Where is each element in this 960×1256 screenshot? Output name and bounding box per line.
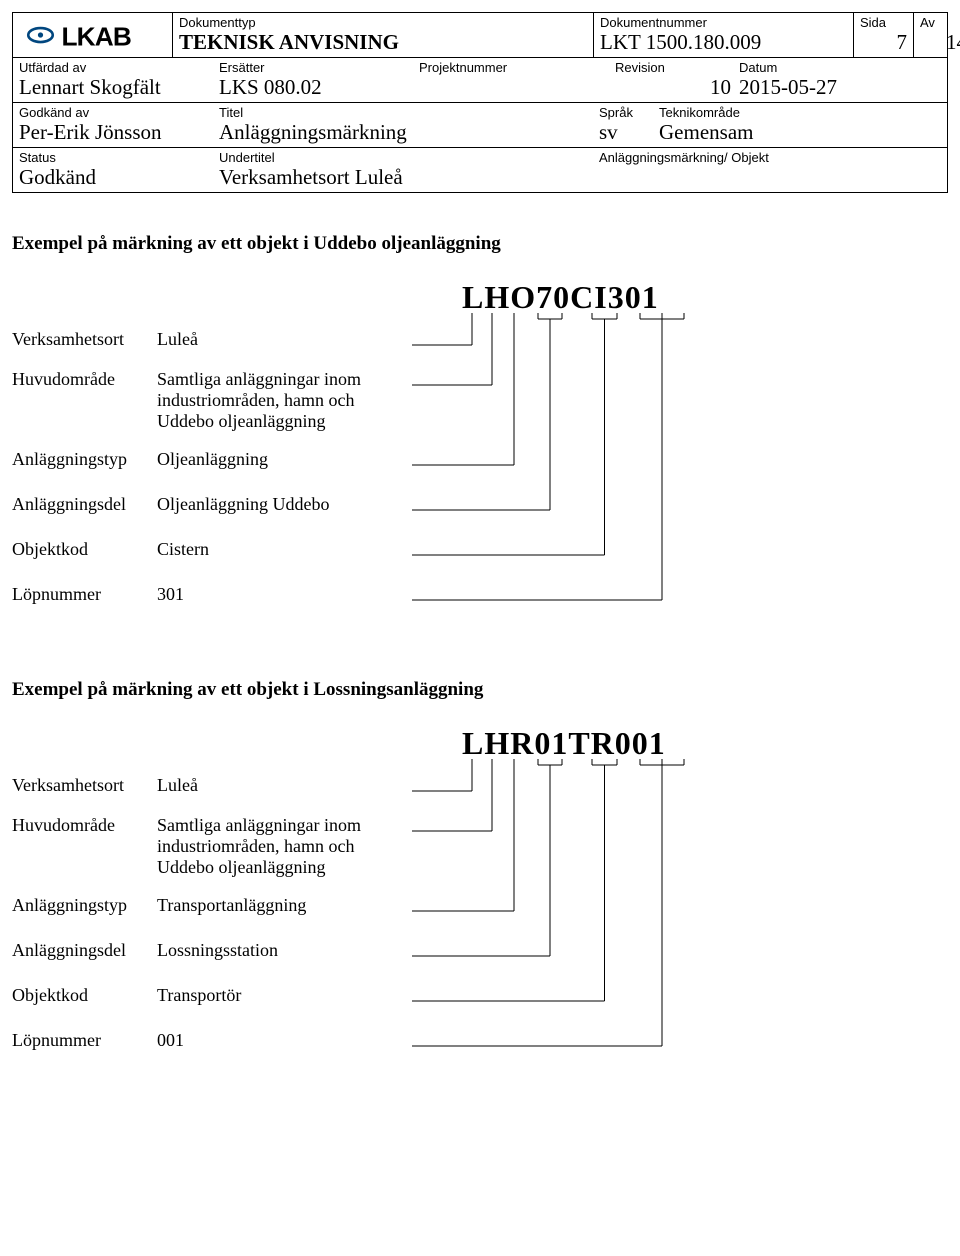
dokumenttyp-label: Dokumenttyp bbox=[179, 15, 587, 30]
sida-label: Sida bbox=[860, 15, 907, 30]
definition-value: Samtliga anläggningar inom industriområd… bbox=[157, 815, 407, 878]
definition-label: Löpnummer bbox=[12, 584, 157, 605]
definition-row: AnläggningsdelLossningsstation bbox=[12, 940, 407, 961]
definition-row: Löpnummer301 bbox=[12, 584, 407, 605]
sprak-label: Språk bbox=[599, 105, 647, 120]
definition-row: VerksamhetsortLuleå bbox=[12, 775, 407, 796]
sida-value: 7 bbox=[860, 30, 907, 55]
teknikomrade-cell: Teknikområde Gemensam bbox=[653, 103, 953, 147]
status-label: Status bbox=[19, 150, 207, 165]
godkand-av-label: Godkänd av bbox=[19, 105, 207, 120]
right-note-cell: Anläggningsmärkning/ Objekt bbox=[593, 148, 953, 192]
definition-value: Cistern bbox=[157, 539, 407, 560]
definition-label: Verksamhetsort bbox=[12, 329, 157, 350]
definition-value: Transportör bbox=[157, 985, 407, 1006]
example1-block: LHO70CI301VerksamhetsortLuleåHuvudområde… bbox=[12, 279, 948, 639]
example1-title: Exempel på märkning av ett objekt i Udde… bbox=[12, 233, 948, 255]
definition-row: HuvudområdeSamtliga anläggningar inom in… bbox=[12, 369, 407, 432]
titel-value: Anläggningsmärkning bbox=[219, 120, 587, 145]
godkand-av-cell: Godkänd av Per-Erik Jönsson bbox=[13, 103, 213, 147]
definition-value: 301 bbox=[157, 584, 407, 605]
definition-label: Huvudområde bbox=[12, 815, 157, 836]
definition-value: Oljeanläggning Uddebo bbox=[157, 494, 407, 515]
dokumenttyp-value: TEKNISK ANVISNING bbox=[179, 30, 587, 55]
definition-row: AnläggningstypTransportanläggning bbox=[12, 895, 407, 916]
sida-cell: Sida 7 bbox=[853, 13, 913, 57]
datum-label: Datum bbox=[739, 60, 947, 75]
definition-value: Samtliga anläggningar inom industriområd… bbox=[157, 369, 407, 432]
revision-value: 10 bbox=[615, 75, 731, 100]
teknikomrade-label: Teknikområde bbox=[659, 105, 947, 120]
av-value: 14 bbox=[920, 30, 960, 55]
logo-cell: LKAB bbox=[13, 13, 173, 57]
definition-label: Anläggningsdel bbox=[12, 940, 157, 961]
utfardad-cell: Utfärdad av Lennart Skogfält bbox=[13, 58, 213, 102]
utfardad-value: Lennart Skogfält bbox=[19, 75, 207, 100]
undertitel-value: Verksamhetsort Luleå bbox=[219, 165, 587, 190]
definition-row: VerksamhetsortLuleå bbox=[12, 329, 407, 350]
av-cell: Av 14 bbox=[913, 13, 960, 57]
datum-value: 2015-05-27 bbox=[739, 75, 947, 100]
example2-block: LHR01TR001VerksamhetsortLuleåHuvudområde… bbox=[12, 725, 948, 1085]
definition-row: ObjektkodTransportör bbox=[12, 985, 407, 1006]
example2-title: Exempel på märkning av ett objekt i Loss… bbox=[12, 679, 948, 701]
ersatter-value: LKS 080.02 bbox=[219, 75, 407, 100]
ersatter-label: Ersätter bbox=[219, 60, 407, 75]
definition-row: AnläggningsdelOljeanläggning Uddebo bbox=[12, 494, 407, 515]
definition-value: Luleå bbox=[157, 329, 407, 350]
definition-label: Huvudområde bbox=[12, 369, 157, 390]
undertitel-label: Undertitel bbox=[219, 150, 587, 165]
sprak-value: sv bbox=[599, 120, 647, 145]
projektnummer-label: Projektnummer bbox=[419, 60, 607, 75]
definition-label: Anläggningsdel bbox=[12, 494, 157, 515]
svg-text:LKAB: LKAB bbox=[61, 22, 130, 52]
teknikomrade-value: Gemensam bbox=[659, 120, 947, 145]
document-header: LKAB Dokumenttyp TEKNISK ANVISNING Dokum… bbox=[12, 12, 948, 58]
definition-row: HuvudområdeSamtliga anläggningar inom in… bbox=[12, 815, 407, 878]
definition-value: Transportanläggning bbox=[157, 895, 407, 916]
utfardad-label: Utfärdad av bbox=[19, 60, 207, 75]
status-value: Godkänd bbox=[19, 165, 207, 190]
dokumenttyp-cell: Dokumenttyp TEKNISK ANVISNING bbox=[173, 13, 593, 57]
definition-value: Luleå bbox=[157, 775, 407, 796]
definition-row: ObjektkodCistern bbox=[12, 539, 407, 560]
revision-cell: Revision 10 bbox=[613, 58, 733, 102]
definition-label: Objektkod bbox=[12, 539, 157, 560]
godkand-av-value: Per-Erik Jönsson bbox=[19, 120, 207, 145]
header-row3: Godkänd av Per-Erik Jönsson Titel Anlägg… bbox=[12, 103, 948, 148]
sprak-cell: Språk sv bbox=[593, 103, 653, 147]
definition-value: 001 bbox=[157, 1030, 407, 1051]
revision-label: Revision bbox=[615, 60, 731, 75]
definition-value: Lossningsstation bbox=[157, 940, 407, 961]
definition-label: Anläggningstyp bbox=[12, 449, 157, 470]
header-row2: Utfärdad av Lennart Skogfält Ersätter LK… bbox=[12, 58, 948, 103]
dokumentnummer-value: LKT 1500.180.009 bbox=[600, 30, 847, 55]
ersatter-cell: Ersätter LKS 080.02 bbox=[213, 58, 413, 102]
definition-value: Oljeanläggning bbox=[157, 449, 407, 470]
definition-label: Anläggningstyp bbox=[12, 895, 157, 916]
undertitel-cell: Undertitel Verksamhetsort Luleå bbox=[213, 148, 593, 192]
header-row4: Status Godkänd Undertitel Verksamhetsort… bbox=[12, 148, 948, 193]
definition-label: Verksamhetsort bbox=[12, 775, 157, 796]
definition-row: AnläggningstypOljeanläggning bbox=[12, 449, 407, 470]
titel-label: Titel bbox=[219, 105, 587, 120]
code-label: LHR01TR001 bbox=[462, 725, 666, 762]
right-note: Anläggningsmärkning/ Objekt bbox=[599, 150, 947, 165]
projektnummer-cell: Projektnummer bbox=[413, 58, 613, 102]
status-cell: Status Godkänd bbox=[13, 148, 213, 192]
header-top-row: Dokumenttyp TEKNISK ANVISNING Dokumentnu… bbox=[173, 13, 960, 57]
definition-label: Objektkod bbox=[12, 985, 157, 1006]
av-label: Av bbox=[920, 15, 960, 30]
dokumentnummer-cell: Dokumentnummer LKT 1500.180.009 bbox=[593, 13, 853, 57]
code-label: LHO70CI301 bbox=[462, 279, 659, 316]
definition-label: Löpnummer bbox=[12, 1030, 157, 1051]
lkab-logo-icon: LKAB bbox=[23, 15, 163, 55]
dokumentnummer-label: Dokumentnummer bbox=[600, 15, 847, 30]
titel-cell: Titel Anläggningsmärkning bbox=[213, 103, 593, 147]
datum-cell: Datum 2015-05-27 bbox=[733, 58, 953, 102]
definition-row: Löpnummer001 bbox=[12, 1030, 407, 1051]
